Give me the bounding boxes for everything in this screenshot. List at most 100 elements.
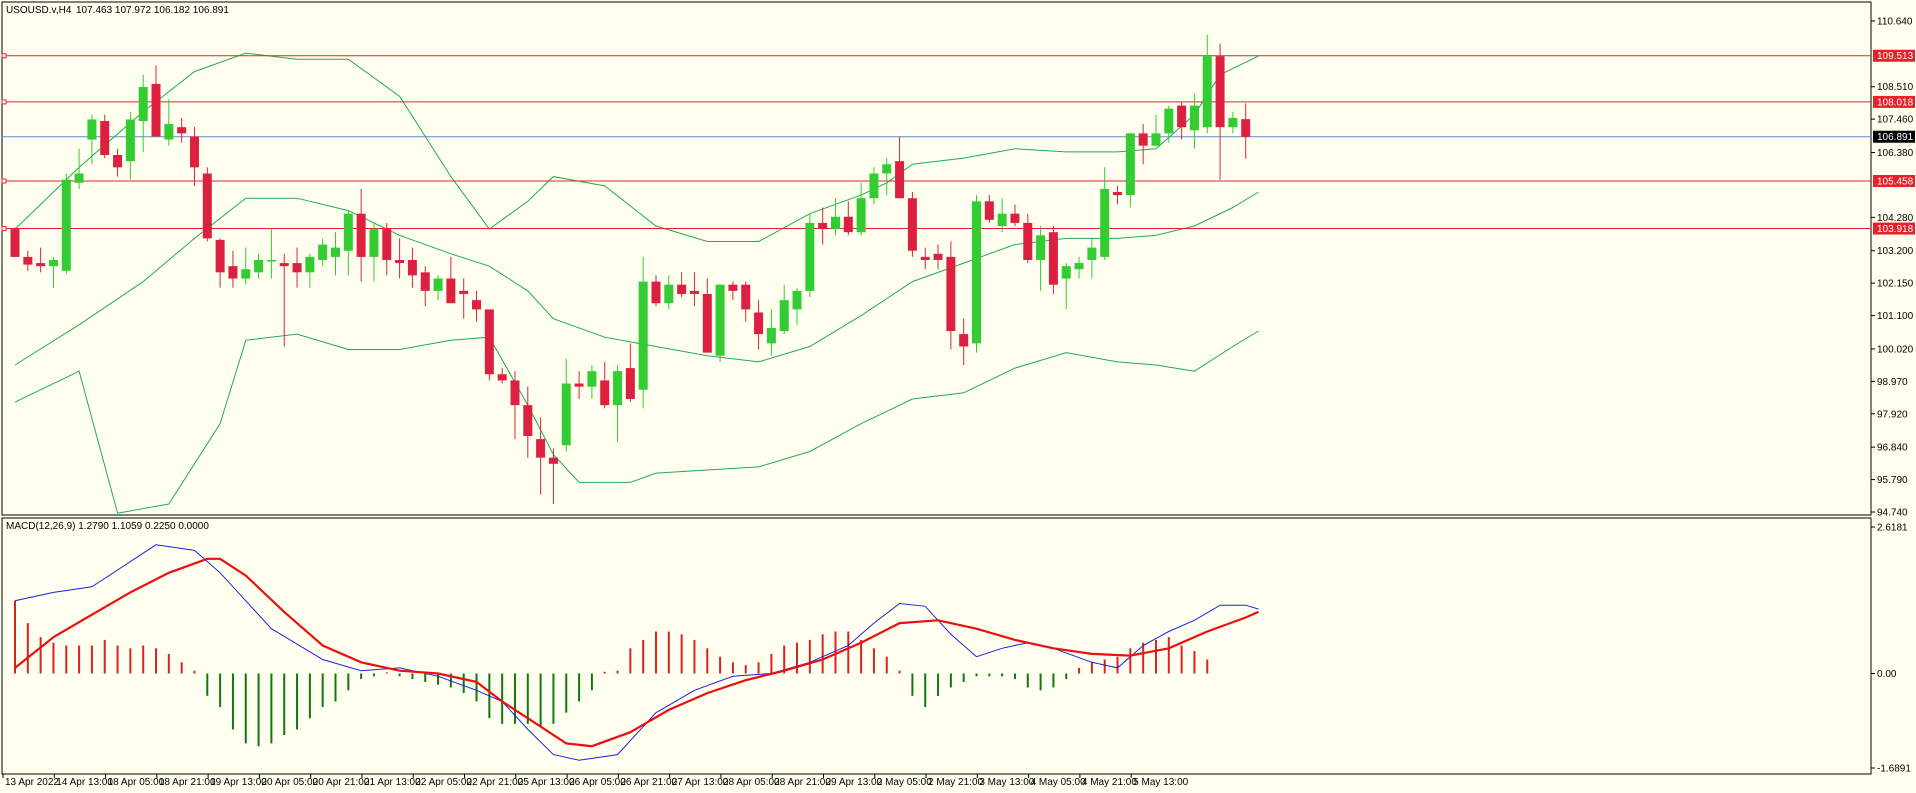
candle-body — [395, 259, 405, 264]
macd-label: MACD(12,26,9) 1.2790 1.1059 0.2250 0.000… — [6, 521, 209, 532]
candle-body — [292, 263, 302, 273]
price-tick-label: 100.020 — [1877, 344, 1914, 355]
candle-body — [369, 229, 379, 257]
candle-body — [869, 173, 879, 199]
macd-panel-frame — [1, 517, 1872, 775]
time-tick-label: 26 Apr 21:00 — [620, 777, 677, 788]
price-level-tag — [1873, 49, 1915, 62]
candle-body — [856, 198, 866, 233]
candle-body — [305, 256, 315, 273]
candle-body — [625, 368, 635, 399]
price-levels — [1, 53, 1871, 232]
time-tick-label: 2 May 21:00 — [928, 777, 983, 788]
time-tick-label: 19 Apr 13:00 — [210, 777, 267, 788]
price-tick-label: 94.740 — [1877, 508, 1908, 519]
macd-line — [14, 544, 1259, 761]
candle-body — [151, 83, 161, 137]
candle-body — [574, 383, 584, 387]
time-tick-label: 18 Apr 05:00 — [108, 777, 165, 788]
price-level-handle[interactable] — [1, 226, 7, 232]
time-tick-label: 22 Apr 21:00 — [467, 777, 524, 788]
time-tick-label: 3 May 13:00 — [979, 777, 1034, 788]
macd-tick-label: -1.6891 — [1877, 764, 1911, 775]
candle-body — [1125, 133, 1135, 196]
time-tick-label: 14 Apr 13:00 — [56, 777, 113, 788]
candle-body — [23, 256, 33, 265]
price-level-handle[interactable] — [1, 99, 7, 105]
band-lower-line — [14, 330, 1259, 514]
price-level-tag-label: 108.018 — [1877, 97, 1914, 108]
current-price-tag — [1873, 130, 1915, 143]
candle-body — [459, 290, 469, 294]
candlesticks — [10, 34, 1251, 504]
candle-body — [830, 216, 840, 230]
time-tick-label: 5 May 13:00 — [1133, 777, 1188, 788]
candle-body — [472, 300, 482, 310]
candle-body — [959, 334, 969, 347]
time-tick-label: 20 Apr 05:00 — [261, 777, 318, 788]
candle-body — [548, 457, 558, 464]
candle-body — [689, 290, 699, 294]
candle-body — [1074, 263, 1084, 270]
candle-body — [920, 256, 930, 260]
candle-body — [48, 259, 58, 267]
price-level-handle[interactable] — [1, 178, 7, 184]
candle-body — [202, 173, 212, 239]
candle-body — [318, 244, 328, 260]
candle-body — [10, 229, 20, 257]
candle-body — [972, 201, 981, 344]
candle-body — [818, 222, 828, 230]
price-level-tag-label: 105.458 — [1877, 176, 1914, 187]
macd-tick-label: 2.6181 — [1877, 523, 1908, 534]
candle-body — [1228, 117, 1238, 128]
macd-axis: 2.6181 0.00 -1.6891 — [1871, 523, 1911, 775]
candle-body — [523, 405, 533, 437]
candle-body — [1113, 192, 1123, 196]
candle-body — [125, 119, 135, 162]
candle-body — [1100, 188, 1110, 257]
time-tick-label: 27 Apr 13:00 — [672, 777, 729, 788]
price-tick-label: 97.920 — [1877, 409, 1908, 420]
candle-body — [805, 222, 815, 291]
time-tick-label: 22 Apr 05:00 — [415, 777, 472, 788]
candle-body — [1164, 108, 1174, 134]
ohlc-values: 107.463 107.972 106.182 106.891 — [76, 5, 229, 16]
candle-body — [741, 284, 751, 310]
candle-body — [1202, 56, 1212, 128]
candle-body — [1151, 133, 1161, 146]
current-price-tag-label: 106.891 — [1877, 132, 1914, 143]
candle-body — [100, 121, 110, 155]
candle-body — [382, 229, 392, 260]
candle-body — [407, 259, 417, 276]
candle-body — [266, 259, 276, 262]
candle-body — [677, 284, 687, 294]
candle-body — [613, 371, 623, 406]
candle-body — [1189, 105, 1199, 131]
candle-body — [1215, 56, 1225, 128]
candle-body — [664, 284, 674, 304]
price-level-tag — [1873, 174, 1915, 187]
time-tick-label: 25 Apr 13:00 — [518, 777, 575, 788]
price-tick-label: 104.280 — [1877, 213, 1914, 224]
time-tick-label: 28 Apr 05:00 — [723, 777, 780, 788]
price-tick-label: 95.790 — [1877, 475, 1908, 486]
price-panel-frame — [1, 1, 1872, 516]
candle-body — [36, 263, 46, 267]
time-tick-label: 2 May 05:00 — [877, 777, 932, 788]
price-level-handle[interactable] — [1, 53, 7, 59]
candle-body — [882, 164, 892, 174]
candle-body — [907, 198, 917, 251]
candle-body — [1036, 235, 1046, 260]
price-tick-label: 106.380 — [1877, 148, 1914, 159]
candle-body — [510, 380, 520, 406]
time-tick-label: 21 Apr 13:00 — [364, 777, 421, 788]
candle-body — [754, 312, 764, 335]
candle-body — [1048, 232, 1058, 285]
candle-body — [433, 278, 443, 291]
candle-body — [638, 281, 648, 390]
candle-body — [600, 380, 610, 406]
candle-body — [164, 124, 174, 140]
candle-body — [138, 87, 148, 122]
